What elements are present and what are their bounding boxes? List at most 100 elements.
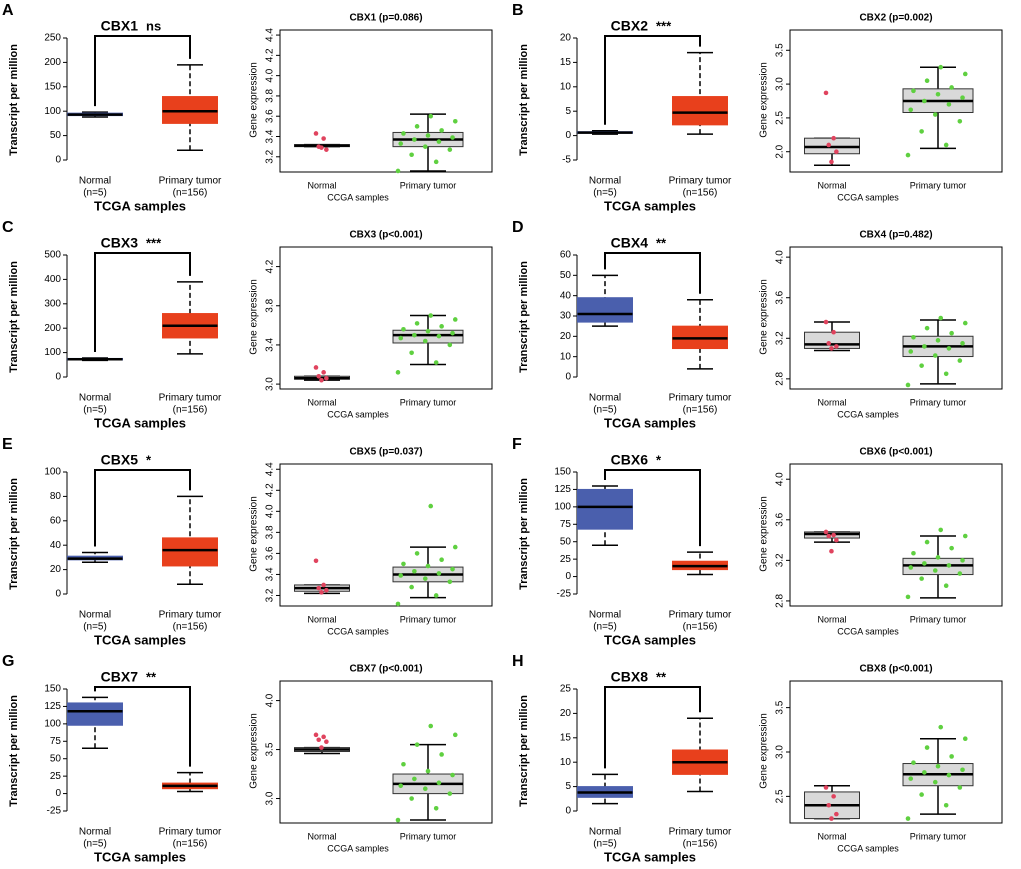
y-tick-label: -5	[562, 155, 571, 166]
y-tick-label: 60	[50, 515, 62, 526]
data-point	[960, 95, 965, 100]
y-tick-label: 3.2	[265, 588, 276, 602]
data-point	[962, 320, 968, 326]
data-point	[908, 349, 914, 354]
data-point	[428, 313, 434, 318]
data-point	[425, 768, 431, 774]
significance-bracket	[94, 35, 191, 107]
data-point	[932, 568, 938, 573]
data-point	[316, 373, 322, 379]
data-point	[949, 330, 954, 336]
ccga-plot: CBX3 (p<0.001) Gene expression 3.0 3.4 3.8 4.…	[249, 230, 493, 419]
y-tick-label: 500	[44, 250, 61, 261]
data-point	[450, 135, 455, 140]
data-point	[922, 561, 927, 566]
y-tick-label: 3.0	[775, 745, 786, 759]
panel-letter: A	[2, 2, 14, 19]
ccga-plot: CBX8 (p<0.001) Gene expression 2.5 3.0 3.5 No…	[759, 664, 1003, 853]
x-tick-label: Primary tumor	[159, 393, 222, 404]
panel-letter: E	[2, 436, 13, 453]
y-tick-label: 0	[565, 130, 571, 141]
data-point	[436, 139, 442, 144]
sample-size: (n=5)	[83, 405, 107, 416]
box	[672, 96, 728, 126]
data-point	[447, 791, 453, 796]
data-point	[395, 370, 401, 375]
y-tick-label: -25	[557, 589, 572, 600]
y-tick-label: 100	[44, 347, 61, 358]
significance: **	[656, 235, 667, 250]
y-tick-label: 20	[560, 331, 572, 342]
data-point	[938, 527, 944, 533]
data-point	[316, 737, 322, 743]
data-point	[919, 576, 924, 581]
y-tick-label: 2.5	[775, 111, 786, 125]
box	[67, 702, 123, 726]
y-axis-label: Transcript per million	[518, 478, 530, 590]
y-tick-label: 5	[565, 781, 571, 792]
y-tick-label: 10	[560, 757, 572, 768]
x-tick-label: Primary tumor	[669, 610, 732, 621]
data-point	[924, 325, 930, 331]
x-tick-label: Normal	[79, 827, 111, 838]
y-tick-label: 20	[560, 33, 572, 44]
data-point	[401, 561, 406, 567]
x-axis-label: CCGA samples	[327, 192, 389, 202]
y-axis-label: Transcript per million	[518, 44, 530, 156]
data-point	[829, 346, 834, 351]
data-point	[452, 544, 458, 550]
y-tick-label: 3.8	[265, 89, 276, 103]
y-axis-label: Transcript per million	[8, 44, 20, 156]
data-point	[319, 145, 324, 150]
significance: *	[146, 452, 152, 467]
data-point	[409, 350, 414, 356]
y-tick-label: 4.0	[265, 504, 276, 518]
data-point	[911, 334, 916, 340]
sample-size: (n=156)	[173, 622, 208, 633]
data-point	[422, 786, 428, 792]
plot-title: CBX6	[611, 452, 649, 468]
tcga-plot: C Transcript per million 0 100 200 300 400 500 C…	[2, 219, 222, 430]
y-tick-label: 125	[44, 701, 61, 712]
y-tick-label: 3.6	[775, 290, 786, 304]
data-point	[905, 816, 911, 821]
data-point	[321, 582, 326, 588]
data-point	[908, 565, 914, 570]
plot-title: CBX3 (p<0.001)	[349, 230, 422, 241]
x-tick-label: Normal	[307, 831, 336, 841]
data-point	[433, 159, 439, 165]
data-point	[313, 365, 319, 370]
data-point	[962, 71, 968, 77]
y-tick-label: 3.0	[265, 791, 276, 805]
y-tick-label: 3.8	[265, 298, 276, 312]
x-tick-label: Primary tumor	[159, 610, 222, 621]
y-tick-label: 2.0	[775, 144, 786, 158]
data-point	[412, 332, 417, 338]
data-point	[831, 794, 836, 799]
x-axis-label: CCGA samples	[837, 192, 899, 202]
y-tick-label: 50	[50, 130, 62, 141]
y-axis-label: Gene expression	[759, 279, 770, 355]
data-point	[439, 557, 444, 563]
tcga-plot: D Transcript per million 0 10 20 30 40 50 60 CBX4…	[512, 219, 732, 430]
y-tick-label: 4.0	[265, 693, 276, 707]
data-point	[943, 371, 949, 377]
sample-size: (n=5)	[593, 839, 617, 850]
x-tick-label: Primary tumor	[910, 397, 967, 407]
y-axis-label: Gene expression	[249, 279, 260, 355]
plot-title: CBX6 (p<0.001)	[859, 447, 932, 458]
y-tick-label: 3.5	[775, 43, 786, 57]
x-tick-label: Primary tumor	[400, 831, 457, 841]
data-point	[321, 734, 326, 740]
panel-letter: G	[2, 653, 14, 670]
data-point	[433, 593, 439, 598]
data-point	[324, 147, 329, 152]
x-tick-label: Normal	[307, 614, 336, 624]
y-tick-label: 3.0	[775, 77, 786, 91]
y-tick-label: 4.2	[265, 259, 276, 273]
x-tick-label: Primary tumor	[159, 827, 222, 838]
data-point	[935, 763, 941, 769]
significance: **	[656, 669, 667, 684]
tcga-plot: A Transcript per million 0 50 100 150 200 250 CB…	[2, 2, 222, 213]
data-point	[319, 377, 324, 383]
